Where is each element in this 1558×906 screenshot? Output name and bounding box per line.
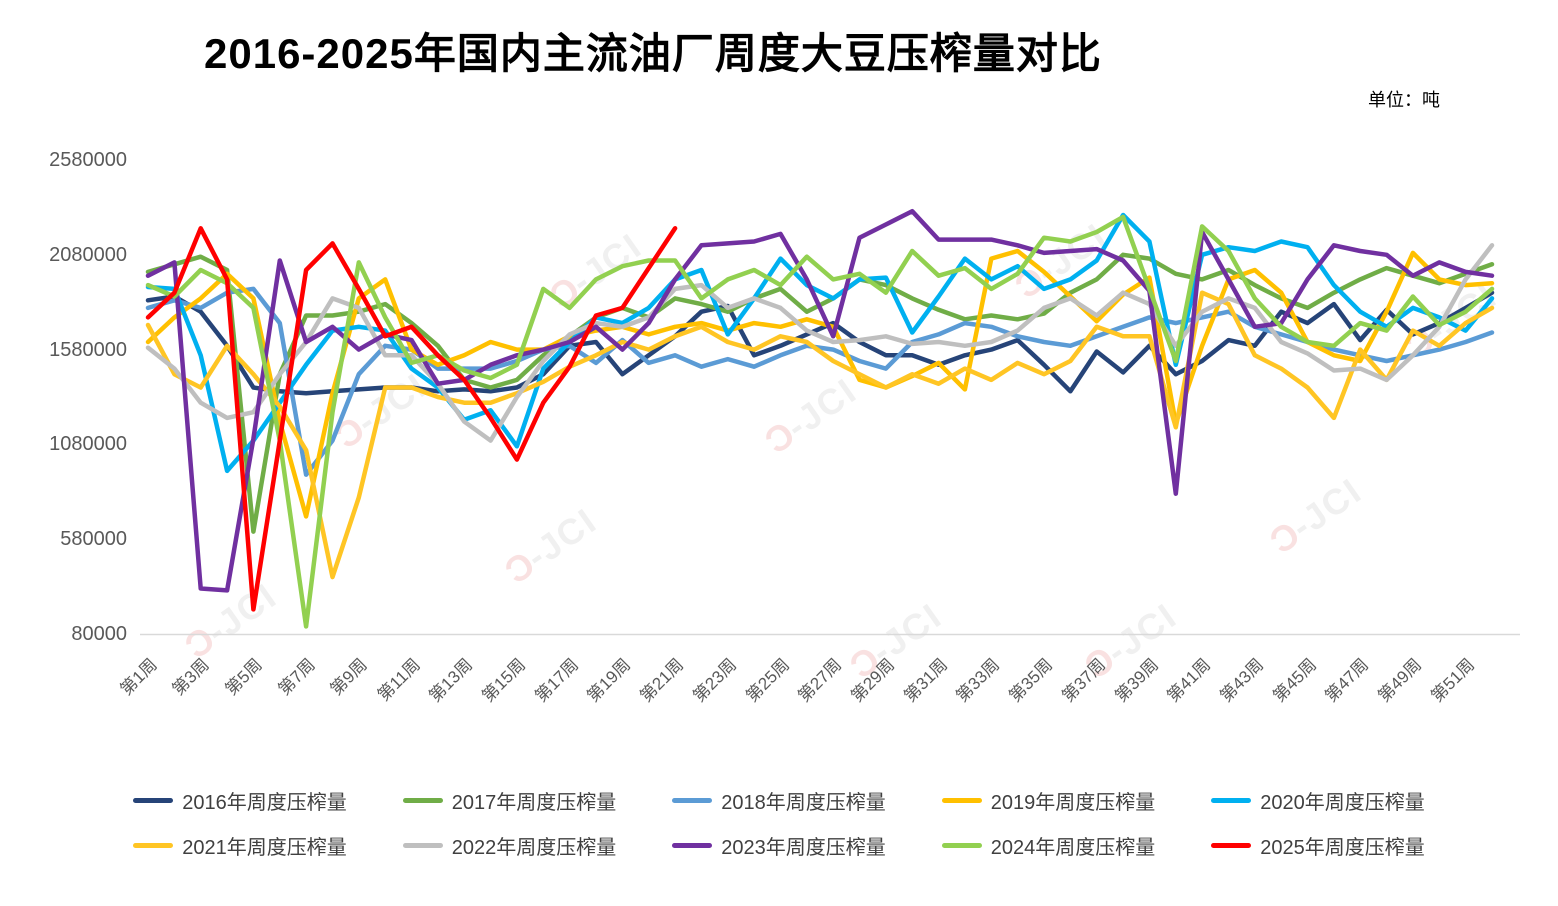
legend-item: 2019年周度压榨量 — [941, 786, 1156, 815]
y-tick-label: 580000 — [60, 528, 127, 551]
legend-label: 2018年周度压榨量 — [721, 792, 886, 814]
legend-label: 2025年周度压榨量 — [1260, 837, 1425, 859]
legend-item: 2021年周度压榨量 — [133, 831, 347, 860]
legend-label: 2024年周度压榨量 — [990, 837, 1156, 859]
legend-swatch-icon — [672, 843, 713, 848]
legend-label: 2017年周度压榨量 — [451, 792, 617, 814]
series-line-2023年周度压榨量 — [145, 208, 1495, 593]
legend-swatch-icon — [402, 798, 443, 803]
series-line-2018年周度压榨量 — [145, 286, 1495, 477]
legend-swatch-icon — [1211, 843, 1252, 848]
legend-label: 2022年周度压榨量 — [451, 837, 617, 859]
legend-swatch-icon — [402, 843, 443, 848]
legend-swatch-icon — [133, 843, 174, 848]
legend-item: 2025年周度压榨量 — [1211, 831, 1425, 860]
series-line-2024年周度压榨量 — [145, 214, 1495, 629]
y-tick-label: 2080000 — [49, 243, 127, 266]
legend-label: 2016年周度压榨量 — [182, 792, 347, 814]
legend-item: 2023年周度压榨量 — [672, 831, 886, 860]
legend-item: 2016年周度压榨量 — [133, 786, 347, 815]
legend-item: 2022年周度压榨量 — [402, 831, 617, 860]
series-line-2021年周度压榨量 — [145, 290, 1495, 580]
y-tick-label: 80000 — [71, 623, 127, 645]
legend-swatch-icon — [941, 843, 982, 848]
y-tick-label: 1580000 — [49, 338, 127, 361]
y-tick-label: 2580000 — [49, 149, 127, 171]
legend-label: 2020年周度压榨量 — [1260, 792, 1425, 814]
legend-row-1: 2016年周度压榨量 2017年周度压榨量 2018年周度压榨量 2019年周度压榨量… — [0, 786, 1558, 815]
legend-item: 2024年周度压榨量 — [941, 831, 1156, 860]
y-tick-label: 1080000 — [49, 433, 127, 456]
unit-label: 单位：吨 — [1368, 90, 1440, 110]
legend-item: 2018年周度压榨量 — [672, 786, 886, 815]
legend-swatch-icon — [1211, 798, 1252, 803]
legend-label: 2023年周度压榨量 — [721, 837, 886, 859]
legend-item: 2020年周度压榨量 — [1211, 786, 1425, 815]
legend-item: 2017年周度压榨量 — [402, 786, 617, 815]
legend-row-2: 2021年周度压榨量 2022年周度压榨量 2023年周度压榨量 2024年周度压榨量… — [0, 831, 1558, 860]
legend-label: 2019年周度压榨量 — [990, 792, 1156, 814]
legend-label: 2021年周度压榨量 — [182, 837, 347, 859]
chart-title: 2016-2025年国内主流油厂周度大豆压榨量对比 — [204, 30, 1102, 77]
legend-swatch-icon — [133, 798, 174, 803]
legend-swatch-icon — [672, 798, 713, 803]
legend-swatch-icon — [941, 798, 982, 803]
series-line-2025年周度压榨量 — [145, 226, 678, 612]
